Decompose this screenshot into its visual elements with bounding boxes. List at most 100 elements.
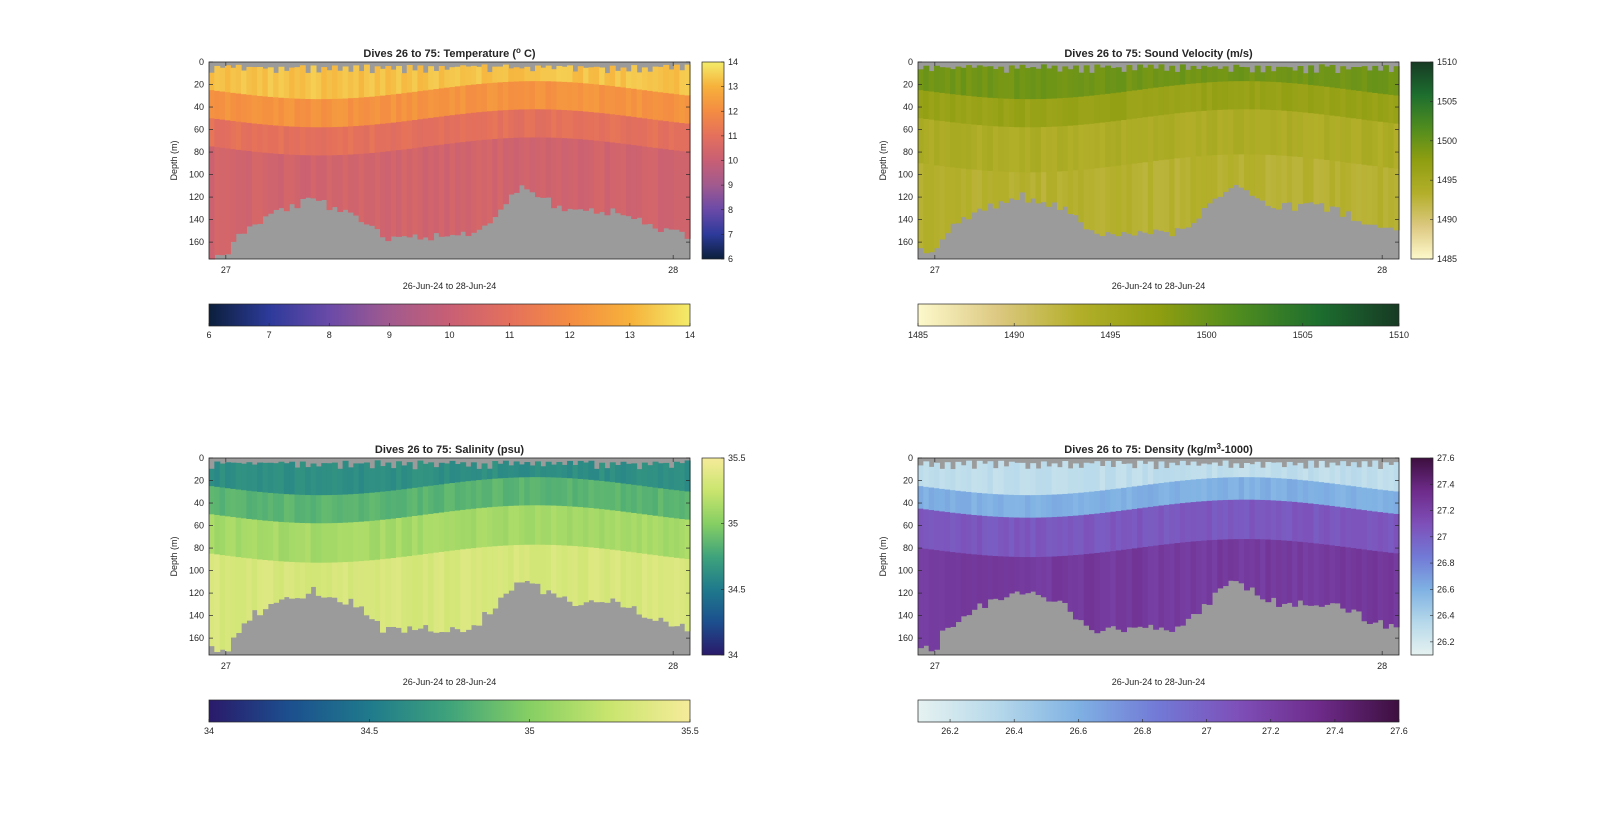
heatmap-cell bbox=[1276, 66, 1283, 83]
heatmap-cell bbox=[1382, 94, 1389, 123]
heatmap-cell bbox=[1147, 546, 1154, 625]
heatmap-cell bbox=[599, 84, 606, 114]
heatmap-cell bbox=[1099, 94, 1106, 124]
heatmap-cell bbox=[476, 84, 483, 113]
heatmap-cell bbox=[657, 488, 664, 517]
heatmap-cell bbox=[476, 112, 483, 141]
heatmap-cell bbox=[363, 64, 370, 98]
heatmap-cell bbox=[1350, 118, 1357, 164]
heatmap-cell bbox=[257, 520, 264, 560]
heatmap-cell bbox=[1334, 484, 1341, 508]
heatmap-cell bbox=[998, 126, 1005, 173]
heatmap-cell bbox=[465, 66, 472, 86]
heatmap-cell bbox=[449, 460, 456, 484]
heatmap-cell bbox=[299, 494, 306, 524]
heatmap-cell bbox=[321, 127, 328, 156]
heatmap-cell bbox=[1340, 66, 1347, 90]
heatmap-cell bbox=[1372, 511, 1379, 552]
heatmap-cell bbox=[561, 506, 568, 546]
heatmap-cell bbox=[353, 522, 360, 562]
heatmap-cell bbox=[315, 72, 322, 100]
heatmap-cell bbox=[529, 544, 536, 584]
heatmap-cell bbox=[385, 151, 392, 242]
heatmap-cell bbox=[1260, 477, 1266, 501]
heatmap-cell bbox=[620, 67, 627, 88]
heatmap-cell bbox=[380, 95, 386, 125]
heatmap-cell bbox=[299, 127, 306, 156]
heatmap-cell bbox=[257, 66, 264, 97]
heatmap-cell bbox=[486, 468, 493, 480]
heatmap-cell bbox=[960, 553, 967, 617]
heatmap-cell bbox=[673, 461, 680, 491]
heatmap-cell bbox=[1078, 169, 1085, 223]
heatmap-cell bbox=[289, 561, 296, 599]
heatmap-cell bbox=[529, 137, 536, 193]
heatmap-cell bbox=[1072, 555, 1079, 620]
heatmap-cell bbox=[631, 116, 638, 146]
heatmap-cell bbox=[928, 91, 935, 121]
heatmap-cell bbox=[508, 545, 515, 591]
heatmap-cell bbox=[1067, 468, 1074, 495]
x-tick-label: 28 bbox=[1377, 265, 1387, 275]
heatmap-cell bbox=[337, 126, 344, 156]
heatmap-cell bbox=[1281, 155, 1288, 204]
heatmap-cell bbox=[1014, 172, 1021, 200]
colorbar-gradient bbox=[917, 303, 1400, 327]
heatmap-cell bbox=[647, 119, 654, 148]
heatmap-cell bbox=[273, 153, 280, 210]
heatmap-cell bbox=[1046, 171, 1053, 207]
heatmap-cell bbox=[251, 519, 258, 560]
heatmap-cell bbox=[960, 67, 967, 96]
heatmap-cell bbox=[214, 461, 221, 488]
heatmap-cell bbox=[476, 140, 483, 230]
heatmap-cell bbox=[1372, 92, 1379, 122]
heatmap-cell bbox=[1292, 465, 1299, 480]
heatmap-cell bbox=[1308, 65, 1315, 86]
heatmap-cell bbox=[1249, 154, 1256, 196]
heatmap-cell bbox=[422, 146, 429, 238]
heatmap-cell bbox=[551, 137, 557, 209]
heatmap-cell bbox=[1377, 93, 1384, 123]
heatmap-cell bbox=[1131, 548, 1138, 628]
heatmap-cell bbox=[380, 519, 386, 560]
heatmap-cell bbox=[1089, 123, 1095, 170]
heatmap-cell bbox=[567, 82, 574, 111]
heatmap-cell bbox=[502, 460, 509, 479]
heatmap-cell bbox=[219, 91, 226, 121]
heatmap-cell bbox=[1019, 99, 1026, 128]
y-tick-label: 20 bbox=[903, 80, 913, 90]
heatmap-cell bbox=[1366, 466, 1373, 489]
heatmap-cell bbox=[992, 516, 999, 557]
heatmap-cell bbox=[1211, 500, 1218, 541]
heatmap-cell bbox=[1179, 64, 1186, 86]
heatmap-cell bbox=[1174, 85, 1181, 114]
heatmap-cell bbox=[1361, 66, 1368, 93]
heatmap-cell bbox=[438, 66, 445, 89]
heatmap-cell bbox=[321, 155, 328, 200]
heatmap-cell bbox=[470, 112, 477, 142]
heatmap-cell bbox=[1361, 164, 1368, 225]
heatmap-cell bbox=[481, 463, 488, 481]
y-tick-label: 160 bbox=[189, 633, 204, 643]
heatmap-cell bbox=[406, 148, 413, 238]
heatmap-cell bbox=[267, 125, 274, 154]
heatmap-cell bbox=[444, 483, 451, 513]
heatmap-cell bbox=[1003, 556, 1010, 598]
heatmap-cell bbox=[305, 155, 312, 198]
heatmap-cell bbox=[1030, 495, 1037, 519]
heatmap-cell bbox=[1121, 487, 1128, 511]
heatmap-cell bbox=[679, 123, 686, 152]
heatmap-cell bbox=[1131, 486, 1138, 510]
heatmap-cell bbox=[1388, 552, 1395, 625]
heatmap-cell bbox=[358, 493, 365, 523]
heatmap-cell bbox=[1276, 462, 1283, 479]
heatmap-cell bbox=[438, 512, 445, 553]
heatmap-cell bbox=[955, 66, 962, 96]
heatmap-cell bbox=[396, 65, 402, 95]
colorbar-bottom: 34 34.5 35 35.5 bbox=[204, 699, 699, 736]
heatmap-cell bbox=[987, 461, 994, 495]
heatmap-cell bbox=[1158, 461, 1165, 484]
y-tick-label: 120 bbox=[189, 192, 204, 202]
x-tick-label: 27 bbox=[930, 661, 940, 671]
heatmap-cell bbox=[380, 559, 386, 633]
